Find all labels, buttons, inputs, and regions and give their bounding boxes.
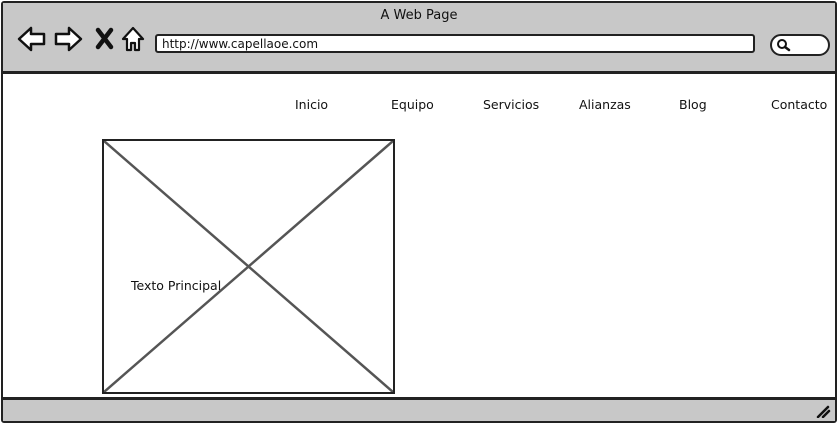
nav-item-alianzas[interactable]: Alianzas: [579, 97, 631, 112]
search-box[interactable]: [770, 34, 830, 56]
status-bar: [3, 397, 835, 421]
nav-item-contacto[interactable]: Contacto: [771, 97, 828, 112]
search-icon: [777, 39, 791, 52]
address-bar-url: http://www.capellaoe.com: [162, 37, 319, 51]
window-title: A Web Page: [380, 8, 458, 23]
image-placeholder-icon: [104, 141, 393, 392]
browser-toolbar: A Web Page http://www.capellaoe.com: [3, 3, 835, 74]
nav-item-inicio[interactable]: Inicio: [295, 97, 329, 112]
hero-image-placeholder: Texto Principal: [102, 139, 395, 394]
address-bar[interactable]: http://www.capellaoe.com: [155, 34, 755, 53]
site-nav: Inicio Equipo Servicios Alianzas Blog Co…: [3, 97, 835, 117]
resize-grip-icon[interactable]: [815, 404, 831, 418]
nav-item-blog[interactable]: Blog: [679, 97, 707, 112]
hero-label: Texto Principal: [131, 278, 222, 293]
nav-item-servicios[interactable]: Servicios: [483, 97, 540, 112]
back-arrow-icon[interactable]: [17, 25, 47, 53]
home-icon[interactable]: [121, 25, 145, 53]
forward-arrow-icon[interactable]: [53, 25, 83, 53]
nav-item-equipo[interactable]: Equipo: [391, 97, 434, 112]
close-icon[interactable]: [95, 25, 115, 53]
